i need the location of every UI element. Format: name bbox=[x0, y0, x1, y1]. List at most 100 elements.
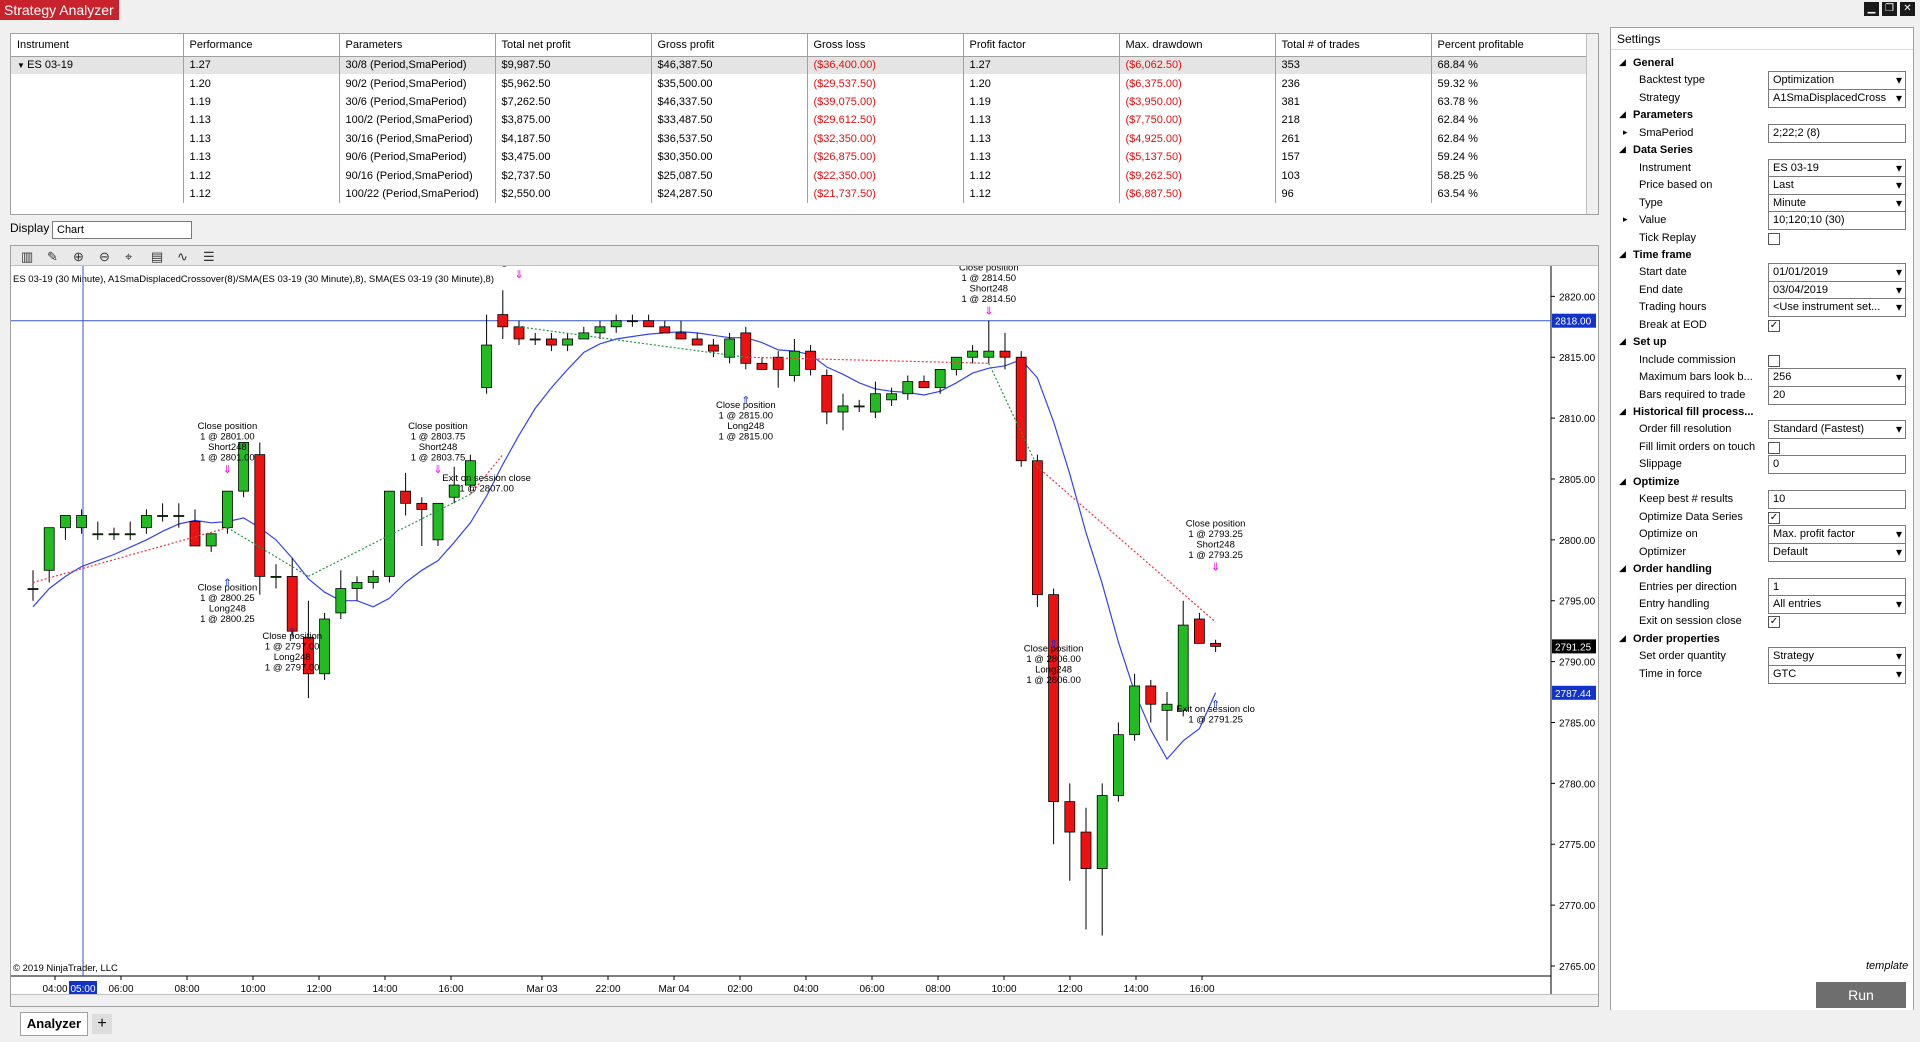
column-header[interactable]: Profit factor bbox=[963, 34, 1120, 57]
close-icon[interactable]: ✕ bbox=[1900, 2, 1915, 16]
add-tab-button[interactable]: + bbox=[92, 1014, 112, 1034]
collapse-icon[interactable]: ◢ bbox=[1619, 406, 1626, 416]
data-box-icon[interactable]: ▤ bbox=[151, 249, 164, 264]
settings-checkbox[interactable]: ✓ bbox=[1768, 511, 1780, 524]
column-header[interactable]: Performance bbox=[183, 34, 340, 57]
price-chart[interactable]: ES 03-19 (30 Minute), A1SmaDisplacedCros… bbox=[11, 266, 1598, 994]
settings-checkbox[interactable] bbox=[1768, 232, 1780, 245]
table-row[interactable]: ▼ ES 03-19 1.27 30/8 (Period,SmaPeriod) $9,… bbox=[11, 56, 1587, 75]
collapse-icon[interactable]: ◢ bbox=[1619, 109, 1626, 120]
collapse-icon[interactable]: ◢ bbox=[1619, 632, 1626, 643]
settings-category[interactable]: ◢ Order properties bbox=[1611, 629, 1913, 651]
collapse-icon[interactable]: ◢ bbox=[1619, 57, 1626, 67]
expand-icon[interactable]: ▼ bbox=[17, 61, 28, 71]
settings-dropdown[interactable]: GTC bbox=[1768, 664, 1906, 684]
collapse-icon[interactable]: ◢ bbox=[1619, 563, 1626, 574]
settings-category[interactable]: ◢ Historical fill process... bbox=[1611, 402, 1913, 424]
zoom-out-icon[interactable]: ⊖ bbox=[99, 249, 110, 264]
candle bbox=[659, 326, 671, 334]
settings-row: Instrument ES 03-19 bbox=[1611, 158, 1913, 180]
settings-category[interactable]: ◢ Data Series bbox=[1611, 140, 1913, 162]
settings-category[interactable]: ◢ Set up bbox=[1611, 332, 1913, 354]
table-cell: 90/2 (Period,SmaPeriod) bbox=[339, 74, 496, 93]
column-header[interactable]: Total # of trades bbox=[1275, 34, 1432, 57]
settings-dropdown[interactable]: 01/01/2019 bbox=[1768, 263, 1906, 283]
settings-row: Fill limit orders on touch bbox=[1611, 437, 1913, 459]
table-row[interactable]: 1.13 100/2 (Period,SmaPeriod) $3,875.00 $33… bbox=[11, 111, 1587, 130]
collapse-icon[interactable]: ◢ bbox=[1619, 248, 1626, 259]
display-select[interactable]: Chart bbox=[52, 221, 192, 239]
column-header[interactable]: Instrument bbox=[11, 34, 184, 57]
table-row[interactable]: 1.12 100/22 (Period,SmaPeriod) $2,550.00 $2… bbox=[11, 184, 1587, 204]
settings-dropdown[interactable]: A1SmaDisplacedCross bbox=[1768, 88, 1906, 108]
settings-label: Keep best # results bbox=[1639, 493, 1734, 506]
table-row[interactable]: 1.12 90/16 (Period,SmaPeriod) $2,737.50 $25… bbox=[11, 166, 1587, 185]
restore-icon[interactable]: ❐ bbox=[1882, 2, 1897, 16]
indicators-icon[interactable]: ∿ bbox=[177, 249, 188, 264]
column-header[interactable]: Max. drawdown bbox=[1119, 34, 1276, 57]
table-row[interactable]: 1.13 30/16 (Period,SmaPeriod) $4,187.50 $36… bbox=[11, 129, 1587, 148]
settings-label: Price based on bbox=[1639, 179, 1713, 192]
settings-input[interactable]: 10;120;10 (30) bbox=[1768, 211, 1906, 231]
settings-category[interactable]: ◢ Time frame bbox=[1611, 245, 1913, 267]
table-row[interactable]: 1.19 30/6 (Period,SmaPeriod) $7,262.50 $46,… bbox=[11, 92, 1587, 112]
settings-dropdown[interactable]: <Use instrument set... bbox=[1768, 298, 1906, 318]
collapse-icon[interactable]: ◢ bbox=[1619, 475, 1626, 486]
sell-arrow-icon: ⇓ bbox=[1211, 561, 1220, 573]
column-header[interactable]: Gross profit bbox=[651, 34, 808, 57]
bars-icon[interactable]: ▥ bbox=[21, 249, 34, 264]
template-link[interactable]: template bbox=[1866, 960, 1909, 972]
trade-line bbox=[745, 356, 989, 364]
settings-checkbox[interactable]: ✓ bbox=[1768, 319, 1780, 332]
settings-dropdown[interactable]: All entries bbox=[1768, 594, 1906, 614]
table-cell: ($29,537.50) bbox=[807, 74, 964, 93]
settings-category[interactable]: ◢ Parameters bbox=[1611, 105, 1913, 127]
chart-scrollbar[interactable] bbox=[11, 994, 1598, 1006]
collapse-icon[interactable]: ◢ bbox=[1619, 144, 1626, 155]
column-header[interactable]: Parameters bbox=[339, 34, 496, 57]
settings-title: Settings bbox=[1611, 28, 1913, 50]
settings-checkbox[interactable]: ✓ bbox=[1768, 616, 1780, 629]
settings-dropdown[interactable]: ES 03-19 bbox=[1768, 158, 1906, 178]
instrument-cell bbox=[11, 166, 184, 185]
minimize-icon[interactable]: ▁ bbox=[1864, 2, 1879, 16]
draw-icon[interactable]: ✎ bbox=[47, 249, 58, 264]
settings-category[interactable]: ◢ Optimize bbox=[1611, 472, 1913, 494]
settings-dropdown[interactable]: 256 bbox=[1768, 368, 1906, 388]
candle bbox=[918, 381, 930, 389]
settings-category[interactable]: ◢ Order handling bbox=[1611, 559, 1913, 581]
zoom-in-icon[interactable]: ⊕ bbox=[73, 249, 84, 264]
instrument-cell bbox=[11, 184, 184, 204]
table-cell: 30/8 (Period,SmaPeriod) bbox=[339, 56, 496, 75]
settings-input[interactable]: 10 bbox=[1768, 490, 1906, 510]
run-button[interactable]: Run bbox=[1816, 982, 1906, 1008]
settings-input[interactable]: 0 bbox=[1768, 455, 1906, 475]
expand-icon[interactable]: ▸ bbox=[1623, 126, 1628, 137]
grid-scrollbar[interactable] bbox=[1586, 34, 1598, 214]
settings-checkbox[interactable] bbox=[1768, 441, 1780, 454]
settings-input[interactable]: 20 bbox=[1768, 385, 1906, 405]
column-header[interactable]: Total net profit bbox=[495, 34, 652, 57]
settings-checkbox[interactable] bbox=[1768, 354, 1780, 367]
table-cell: 1.27 bbox=[183, 56, 340, 75]
candle bbox=[319, 618, 331, 675]
settings-category[interactable]: ◢ General bbox=[1611, 53, 1913, 75]
instrument-cell bbox=[11, 147, 184, 167]
strategies-icon[interactable]: ☰ bbox=[203, 249, 215, 264]
last-price-marker-bg bbox=[1552, 639, 1596, 654]
column-header[interactable]: Percent profitable bbox=[1431, 34, 1587, 57]
table-row[interactable]: 1.20 90/2 (Period,SmaPeriod) $5,962.50 $35,… bbox=[11, 74, 1587, 93]
expand-icon[interactable]: ▸ bbox=[1623, 214, 1628, 225]
table-row[interactable]: 1.13 90/6 (Period,SmaPeriod) $3,475.00 $30,… bbox=[11, 147, 1587, 167]
collapse-icon[interactable]: ◢ bbox=[1619, 336, 1626, 347]
sell-arrow-icon: ⇓ bbox=[984, 306, 993, 318]
table-cell: $5,962.50 bbox=[495, 74, 652, 93]
settings-dropdown[interactable]: 03/04/2019 bbox=[1768, 280, 1906, 300]
crosshair-icon[interactable]: ⌖ bbox=[125, 249, 133, 264]
settings-dropdown[interactable]: Standard (Fastest) bbox=[1768, 420, 1906, 440]
settings-dropdown[interactable]: Default bbox=[1768, 542, 1906, 562]
tab-analyzer[interactable]: Analyzer bbox=[20, 1012, 88, 1036]
candle bbox=[546, 338, 557, 346]
settings-input[interactable]: 2;22;2 (8) bbox=[1768, 123, 1906, 143]
column-header[interactable]: Gross loss bbox=[807, 34, 964, 57]
